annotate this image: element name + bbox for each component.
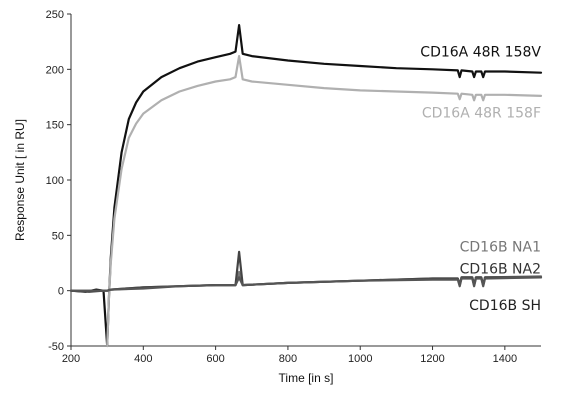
x-tick-label: 1200 (420, 353, 444, 365)
series-labels: CD16A 48R 158V CD16A 48R 158F CD16B NA1 CD1… (420, 45, 541, 314)
y-tick-label: 0 (58, 286, 64, 298)
series-line-1 (106, 55, 543, 348)
x-tick-label: 200 (62, 353, 80, 365)
series-line-4 (69, 276, 543, 292)
x-tick-label: 800 (279, 353, 297, 365)
x-tick-label: 1400 (493, 353, 517, 365)
series-label-2: CD16B NA1 (460, 239, 541, 255)
x-tick-label: 1000 (348, 353, 372, 365)
y-tick-label: 250 (46, 9, 64, 21)
y-tick-label: 150 (46, 120, 64, 132)
series-label-4: CD16B SH (469, 298, 541, 314)
y-tick-label: 200 (46, 64, 64, 76)
series-label-0: CD16A 48R 158V (420, 45, 541, 61)
series-label-3: CD16B NA2 (460, 262, 541, 278)
series-lines (69, 24, 543, 348)
series-label-1: CD16A 48R 158F (422, 105, 541, 121)
y-tick-label: -50 (48, 341, 64, 353)
x-tick-label: 400 (134, 353, 152, 365)
x-axis-title: Time [in s] (279, 371, 334, 385)
y-tick-label: 50 (52, 230, 64, 242)
y-axis-title: Response Unit [ in RU] (13, 119, 27, 241)
x-ticks: 200 400 600 800 1000 1200 1400 (62, 346, 517, 365)
axes (70, 14, 541, 347)
y-ticks: -50 0 50 100 150 200 250 (46, 9, 71, 353)
x-tick-label: 600 (206, 353, 224, 365)
y-tick-label: 100 (46, 175, 64, 187)
